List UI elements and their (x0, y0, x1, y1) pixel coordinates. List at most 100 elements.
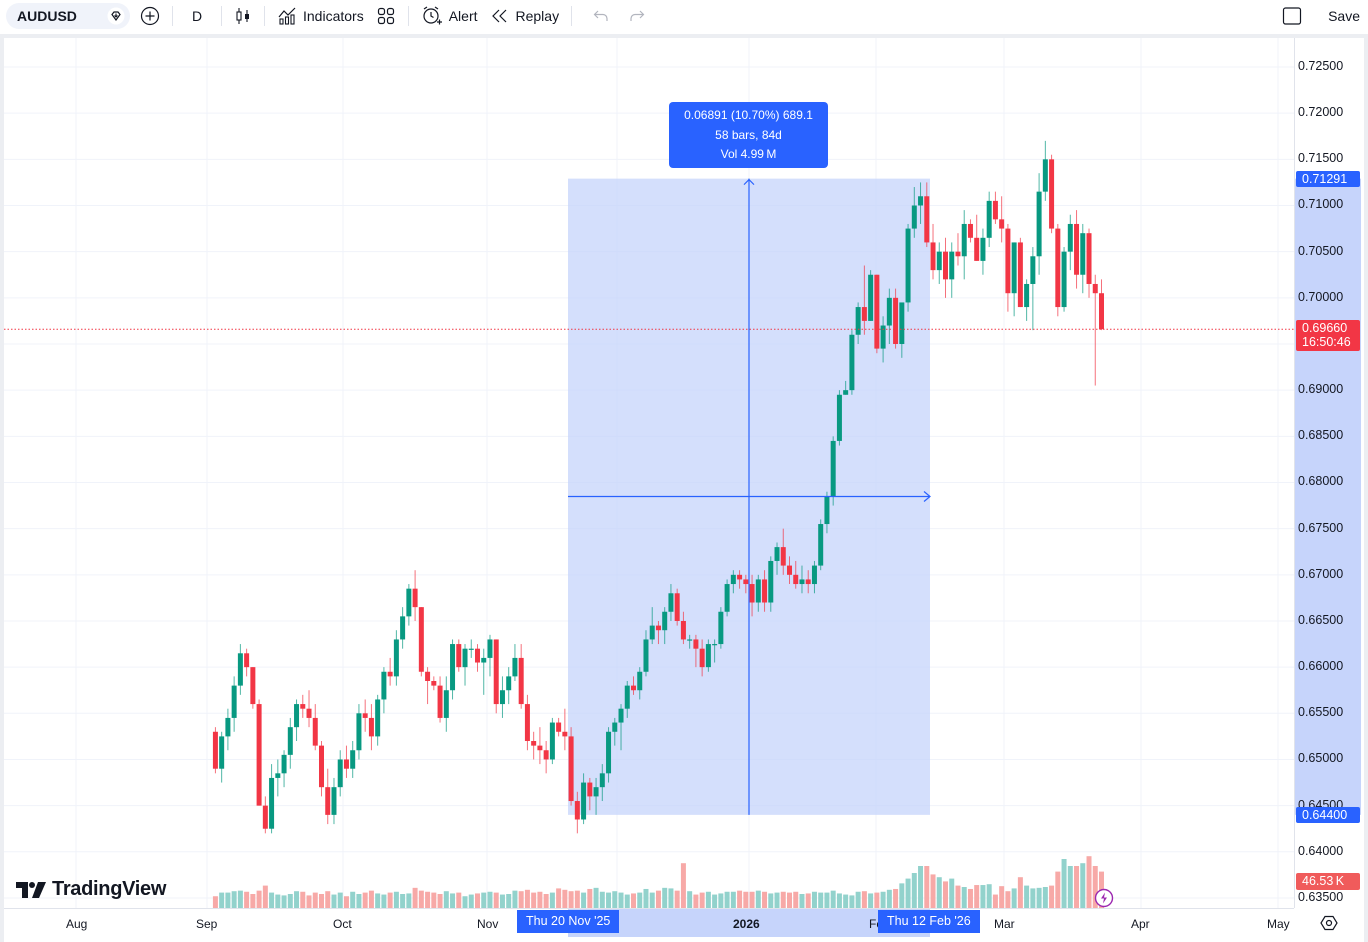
candle[interactable] (431, 676, 437, 691)
candle[interactable] (375, 694, 381, 746)
candle[interactable] (343, 745, 349, 778)
candle[interactable] (350, 741, 356, 778)
candle[interactable] (319, 741, 324, 797)
candle[interactable] (556, 717, 562, 737)
candle[interactable] (1067, 214, 1073, 271)
candle[interactable] (312, 704, 318, 751)
candle[interactable] (893, 288, 899, 349)
candle[interactable] (356, 704, 362, 760)
candle[interactable] (275, 759, 281, 797)
candle[interactable] (599, 764, 605, 802)
compare-symbol-button[interactable] (134, 2, 166, 30)
candle[interactable] (943, 237, 948, 298)
candle[interactable] (780, 528, 786, 575)
chart-type-button[interactable] (228, 2, 258, 30)
candle[interactable] (537, 727, 543, 765)
replay-button[interactable]: Replay (484, 2, 566, 30)
candle[interactable] (768, 556, 774, 612)
candle[interactable] (762, 570, 768, 612)
candle[interactable] (574, 791, 580, 834)
candle[interactable] (649, 607, 655, 645)
chart-pane[interactable] (4, 38, 1364, 938)
alert-button[interactable]: Alert (415, 2, 484, 30)
candle[interactable] (1017, 237, 1023, 308)
candle[interactable] (400, 607, 406, 649)
candle[interactable] (999, 196, 1005, 243)
candle[interactable] (606, 727, 612, 783)
candle[interactable] (225, 708, 231, 751)
candle[interactable] (593, 777, 599, 815)
settings-gear-icon[interactable] (1320, 914, 1338, 932)
candle[interactable] (475, 644, 480, 672)
candle[interactable] (936, 242, 942, 284)
candle[interactable] (730, 570, 736, 594)
candle[interactable] (830, 436, 836, 506)
candle[interactable] (843, 380, 849, 395)
candle[interactable] (487, 634, 493, 677)
candle[interactable] (244, 648, 250, 677)
candle[interactable] (631, 676, 636, 695)
candle[interactable] (325, 768, 331, 825)
candle[interactable] (549, 717, 555, 765)
candle[interactable] (718, 607, 724, 649)
candle[interactable] (992, 191, 998, 224)
candle[interactable] (749, 574, 755, 617)
candle[interactable] (905, 223, 911, 312)
diamond-icon[interactable] (107, 7, 125, 25)
candle[interactable] (1074, 210, 1080, 289)
candle[interactable] (967, 219, 973, 243)
candle[interactable] (787, 556, 792, 585)
candle[interactable] (219, 731, 225, 783)
candle[interactable] (1092, 274, 1098, 386)
candle[interactable] (1099, 279, 1104, 331)
candle[interactable] (668, 584, 674, 621)
candle[interactable] (381, 667, 387, 714)
candle[interactable] (506, 667, 512, 705)
candle[interactable] (512, 644, 518, 681)
candle[interactable] (618, 704, 624, 751)
fullscreen-button[interactable] (1276, 2, 1308, 30)
candle[interactable] (231, 676, 237, 732)
candle[interactable] (655, 620, 661, 645)
candle[interactable] (518, 644, 524, 709)
candle[interactable] (961, 210, 967, 280)
indicators-button[interactable]: Indicators (271, 2, 370, 30)
candle[interactable] (836, 390, 842, 446)
candle[interactable] (468, 639, 474, 658)
candle[interactable] (300, 694, 306, 718)
candle[interactable] (868, 270, 874, 321)
candle[interactable] (587, 777, 593, 811)
candle[interactable] (874, 274, 880, 354)
candle[interactable] (811, 560, 817, 594)
candle[interactable] (930, 223, 936, 280)
candle[interactable] (256, 699, 262, 806)
candle[interactable] (705, 639, 711, 672)
candle[interactable] (974, 214, 980, 261)
candle[interactable] (980, 228, 986, 275)
candle[interactable] (949, 242, 955, 298)
candle[interactable] (799, 565, 805, 594)
candle[interactable] (412, 570, 418, 621)
candle[interactable] (680, 611, 686, 645)
candle[interactable] (306, 690, 312, 728)
candle[interactable] (880, 316, 886, 363)
candle[interactable] (674, 588, 680, 626)
candle[interactable] (1036, 173, 1042, 275)
candle[interactable] (531, 731, 537, 760)
symbol-search-button[interactable]: AUDUSD (6, 3, 130, 29)
candle[interactable] (861, 265, 867, 335)
candle[interactable] (612, 717, 618, 746)
candle[interactable] (287, 717, 293, 769)
candle[interactable] (499, 676, 505, 718)
candle[interactable] (237, 644, 243, 695)
candle[interactable] (693, 634, 699, 668)
candle[interactable] (456, 639, 462, 672)
redo-button[interactable] (622, 2, 652, 30)
candle[interactable] (662, 607, 668, 645)
candle[interactable] (1024, 279, 1030, 321)
candle[interactable] (250, 667, 256, 709)
candle[interactable] (368, 704, 374, 751)
candle[interactable] (924, 182, 930, 248)
candle[interactable] (793, 560, 799, 589)
candle[interactable] (568, 727, 574, 806)
